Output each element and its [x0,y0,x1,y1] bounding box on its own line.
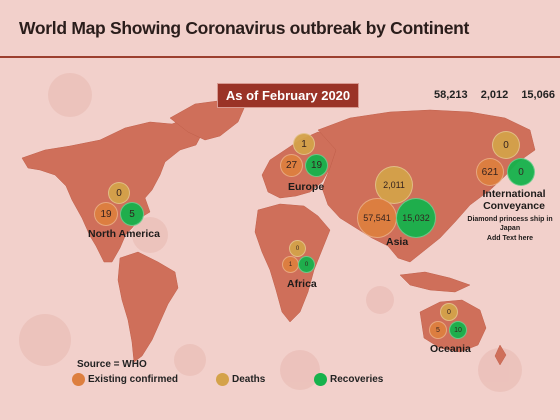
europe-recovered-bubble: 19 [305,154,328,177]
asia-label: Asia [386,236,409,248]
africa-deaths-bubble: 0 [289,240,306,257]
page-title: World Map Showing Coronavirus outbreak b… [19,18,470,38]
legend-confirmed-label: Existing confirmed [88,374,179,385]
asia-deaths-bubble: 2,011 [375,166,413,204]
source-note: Source = WHO [77,359,147,370]
legend-recovered: Recoveries [314,373,383,386]
north-america-recovered-bubble: 5 [120,202,144,226]
oceania-confirmed-bubble: 5 [429,321,447,339]
virus-watermark-icon [19,73,522,392]
legend-deaths-swatch [216,373,229,386]
continent-greenland [169,99,246,141]
continent-south-america [117,251,179,363]
oceania-deaths-bubble: 0 [440,303,458,321]
continent-indonesia [399,271,471,293]
total-deaths: 2,012 [480,89,509,101]
total-recovered: 15,066 [521,89,555,101]
legend-confirmed-swatch [72,373,85,386]
international-label-line1: International [482,188,546,200]
continent-new-zealand [494,344,507,366]
africa-label: Africa [287,278,317,290]
legend-deaths-label: Deaths [232,374,266,385]
legend-recovered-swatch [314,373,327,386]
international-confirmed-bubble: 621 [476,158,504,186]
global-totals: 58,213 2,012 15,066 [434,89,560,101]
africa-recovered-bubble: 0 [298,256,315,273]
north-america-deaths-bubble: 0 [108,182,130,204]
international-label-line2: Conveyance [483,200,545,212]
international-note-line1: Diamond princess ship in [467,216,553,223]
asia-confirmed-bubble: 57,541 [357,198,397,238]
total-confirmed: 58,213 [434,89,468,101]
title-divider [0,56,560,58]
date-badge: As of February 2020 [217,83,359,108]
international-note-line3: Add Text here [486,235,534,242]
international-note-line2: Japan [499,225,521,232]
asia-recovered-bubble: 15,032 [396,198,436,238]
europe-deaths-bubble: 1 [293,133,315,155]
africa-confirmed-bubble: 1 [282,256,299,273]
legend-confirmed: Existing confirmed [72,373,178,386]
legend-recovered-label: Recoveries [330,374,384,385]
legend-deaths: Deaths [216,373,265,386]
oceania-label: Oceania [430,343,471,355]
international-recovered-bubble: 0 [507,158,535,186]
oceania-recovered-bubble: 10 [449,321,467,339]
north-america-label: North America [88,228,160,240]
europe-confirmed-bubble: 27 [280,154,303,177]
europe-label: Europe [288,181,325,193]
international-deaths-bubble: 0 [492,131,520,159]
north-america-confirmed-bubble: 19 [94,202,118,226]
